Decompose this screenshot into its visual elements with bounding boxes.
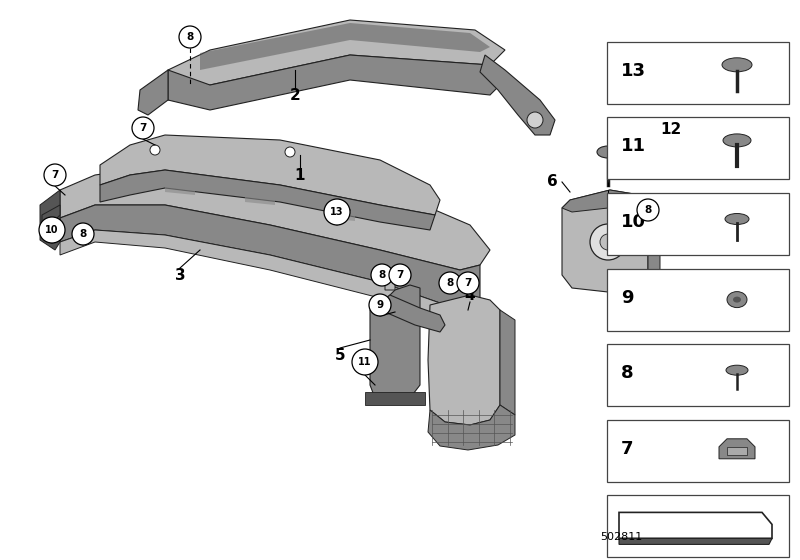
FancyBboxPatch shape	[607, 269, 789, 330]
Polygon shape	[168, 55, 505, 110]
Text: 1: 1	[294, 167, 306, 183]
Ellipse shape	[722, 58, 752, 72]
Polygon shape	[40, 190, 60, 250]
Polygon shape	[428, 405, 515, 450]
Polygon shape	[480, 55, 555, 135]
Polygon shape	[60, 165, 490, 270]
Circle shape	[324, 199, 350, 225]
Text: 9: 9	[377, 300, 383, 310]
Text: 8: 8	[621, 364, 634, 382]
Polygon shape	[370, 285, 420, 402]
Circle shape	[44, 164, 66, 186]
Text: 13: 13	[621, 62, 646, 80]
Circle shape	[39, 217, 65, 243]
Text: 2: 2	[290, 87, 300, 102]
Polygon shape	[380, 295, 445, 332]
Polygon shape	[138, 70, 168, 115]
FancyBboxPatch shape	[607, 344, 789, 406]
FancyBboxPatch shape	[607, 420, 789, 482]
Polygon shape	[619, 512, 772, 538]
Circle shape	[600, 234, 616, 250]
Polygon shape	[60, 205, 480, 310]
Ellipse shape	[723, 134, 751, 147]
Circle shape	[150, 145, 160, 155]
Text: 7: 7	[139, 123, 146, 133]
Polygon shape	[42, 205, 60, 225]
Circle shape	[179, 26, 201, 48]
FancyBboxPatch shape	[607, 496, 789, 557]
FancyBboxPatch shape	[607, 42, 789, 104]
Polygon shape	[168, 20, 505, 100]
Polygon shape	[100, 135, 440, 215]
Circle shape	[439, 272, 461, 294]
Circle shape	[637, 199, 659, 221]
Text: 11: 11	[358, 357, 372, 367]
Circle shape	[352, 349, 378, 375]
Ellipse shape	[726, 365, 748, 375]
Text: 11: 11	[621, 137, 646, 156]
Polygon shape	[60, 230, 480, 325]
Polygon shape	[365, 392, 425, 405]
Text: 5: 5	[334, 348, 346, 362]
Polygon shape	[100, 170, 435, 230]
Polygon shape	[428, 295, 500, 425]
Circle shape	[72, 223, 94, 245]
FancyBboxPatch shape	[607, 193, 789, 255]
Circle shape	[285, 147, 295, 157]
Text: 8: 8	[378, 270, 386, 280]
FancyBboxPatch shape	[607, 118, 789, 179]
Text: 7: 7	[51, 170, 58, 180]
Circle shape	[457, 272, 479, 294]
Polygon shape	[619, 538, 772, 544]
Polygon shape	[500, 310, 515, 415]
Circle shape	[371, 264, 393, 286]
Text: 10: 10	[621, 213, 646, 231]
Text: 8: 8	[79, 229, 86, 239]
Ellipse shape	[725, 213, 749, 225]
Polygon shape	[385, 275, 395, 290]
Ellipse shape	[597, 146, 619, 158]
Ellipse shape	[733, 297, 741, 302]
Text: 7: 7	[621, 440, 634, 458]
Text: 13: 13	[330, 207, 344, 217]
Polygon shape	[648, 205, 660, 282]
Text: 10: 10	[46, 225, 58, 235]
Text: 502811: 502811	[600, 532, 642, 542]
Polygon shape	[200, 23, 490, 70]
Text: 12: 12	[660, 123, 682, 138]
Circle shape	[527, 112, 543, 128]
Text: 8: 8	[446, 278, 454, 288]
Polygon shape	[562, 190, 648, 215]
Text: 6: 6	[547, 175, 558, 189]
Polygon shape	[245, 196, 275, 205]
Polygon shape	[719, 439, 755, 459]
Circle shape	[132, 117, 154, 139]
Circle shape	[389, 264, 411, 286]
Text: 8: 8	[186, 32, 194, 42]
Text: 9: 9	[621, 288, 634, 306]
Circle shape	[590, 224, 626, 260]
Circle shape	[369, 294, 391, 316]
Text: 3: 3	[174, 268, 186, 282]
Text: 4: 4	[465, 287, 475, 302]
Polygon shape	[325, 212, 355, 221]
Polygon shape	[165, 186, 195, 195]
Ellipse shape	[727, 292, 747, 307]
Polygon shape	[727, 447, 747, 455]
Text: 8: 8	[644, 205, 652, 215]
Text: 7: 7	[464, 278, 472, 288]
Polygon shape	[562, 190, 648, 292]
Text: 7: 7	[396, 270, 404, 280]
